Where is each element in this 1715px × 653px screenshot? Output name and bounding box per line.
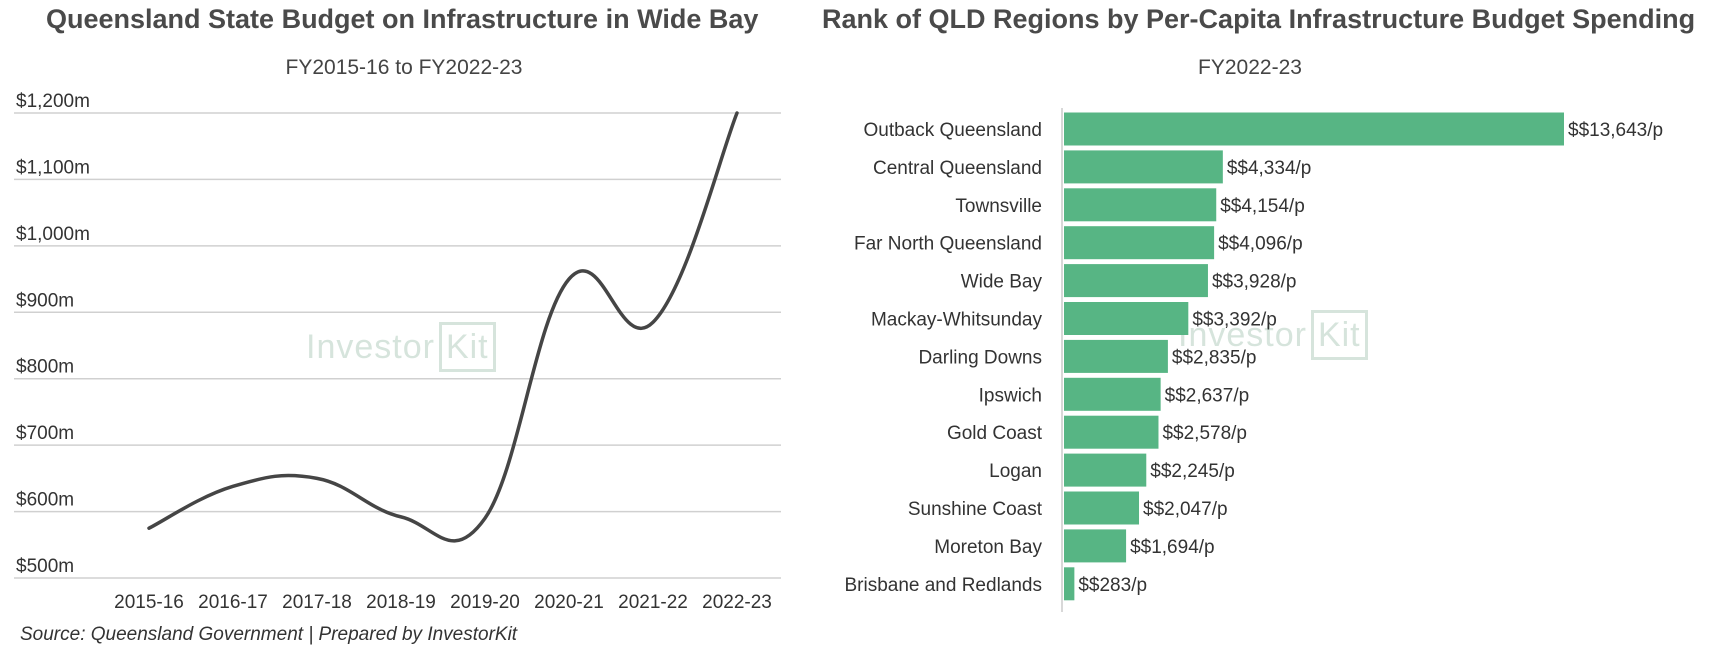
- data-label: $$283/p: [1078, 575, 1147, 596]
- bar: [1064, 226, 1215, 260]
- watermark-text: Investor: [306, 328, 435, 366]
- data-label: $$2,047/p: [1143, 499, 1228, 520]
- bar: [1064, 377, 1161, 411]
- data-label: $$2,835/p: [1172, 347, 1257, 368]
- y-tick-label: $1,100m: [16, 157, 90, 178]
- bar: [1064, 529, 1127, 563]
- bar: [1064, 302, 1189, 335]
- y-tick-label: $700m: [16, 423, 74, 444]
- bar: [1064, 415, 1159, 449]
- y-tick-label: $1,000m: [16, 224, 90, 245]
- x-tick-label: 2016-17: [198, 592, 268, 613]
- category-label: Townsville: [955, 196, 1042, 217]
- category-label: Moreton Bay: [934, 537, 1042, 558]
- x-tick-label: 2018-19: [366, 592, 436, 613]
- bar: [1064, 112, 1564, 146]
- source-note: Source: Queensland Government | Prepared…: [20, 624, 518, 645]
- left-chart-subtitle: FY2015-16 to FY2022-23: [285, 56, 523, 79]
- data-label: $$3,928/p: [1212, 272, 1297, 293]
- x-tick-label: 2019-20: [450, 592, 520, 613]
- watermark-text: Investor: [1178, 316, 1307, 354]
- right-chart-title: Rank of QLD Regions by Per-Capita Infras…: [822, 4, 1696, 34]
- y-tick-label: $800m: [16, 357, 74, 378]
- x-tick-label: 2017-18: [282, 592, 352, 613]
- category-label: Mackay-Whitsunday: [871, 310, 1043, 331]
- bar: [1064, 339, 1168, 373]
- data-label: $$3,392/p: [1192, 310, 1277, 331]
- category-label: Brisbane and Redlands: [844, 575, 1042, 596]
- bar: [1064, 150, 1223, 184]
- bar-chart: Outback Queensland $$13,643/p Central Quee…: [844, 108, 1663, 612]
- category-label: Ipswich: [979, 385, 1042, 406]
- category-label: Sunshine Coast: [908, 499, 1043, 520]
- x-tick-label: 2020-21: [534, 592, 604, 613]
- category-label: Logan: [989, 461, 1042, 482]
- category-label: Wide Bay: [961, 272, 1043, 293]
- series-line: [147, 111, 739, 543]
- watermark-left: Investor Kit: [306, 322, 496, 372]
- category-label: Darling Downs: [918, 347, 1042, 368]
- y-tick-label: $500m: [16, 556, 74, 577]
- left-chart-title: Queensland State Budget on Infrastructur…: [46, 4, 759, 34]
- category-label: Outback Queensland: [863, 120, 1042, 141]
- data-label: $$4,334/p: [1227, 158, 1312, 179]
- x-tick-label: 2022-23: [702, 592, 772, 613]
- line-chart: $500m $600m $700m $800m $900m $1,000m $1,100m $…: [14, 91, 781, 613]
- data-label: $$2,245/p: [1150, 461, 1235, 482]
- data-label: $$1,694/p: [1130, 537, 1215, 558]
- x-tick-label: 2021-22: [618, 592, 688, 613]
- data-label: $$2,578/p: [1162, 423, 1247, 444]
- watermark-right: Investor Kit: [1178, 310, 1368, 360]
- bar: [1064, 453, 1147, 487]
- data-label: $$13,643/p: [1568, 120, 1663, 141]
- data-label: $$4,096/p: [1218, 234, 1303, 255]
- bar: [1064, 188, 1217, 222]
- data-label: $$4,154/p: [1220, 196, 1305, 217]
- right-chart-subtitle: FY2022-23: [1198, 56, 1302, 79]
- category-label: Central Queensland: [873, 158, 1042, 179]
- y-tick-label: $900m: [16, 290, 74, 311]
- watermark-logo-box: Kit: [1310, 310, 1368, 360]
- y-tick-label: $1,200m: [16, 91, 90, 112]
- x-tick-label: 2015-16: [114, 592, 184, 613]
- y-tick-label: $600m: [16, 490, 74, 511]
- bar: [1064, 567, 1075, 601]
- data-label: $$2,637/p: [1165, 385, 1250, 406]
- category-label: Gold Coast: [947, 423, 1043, 444]
- watermark-logo-box: Kit: [438, 322, 496, 372]
- category-label: Far North Queensland: [854, 234, 1042, 255]
- bar: [1064, 491, 1140, 525]
- bar: [1064, 264, 1208, 298]
